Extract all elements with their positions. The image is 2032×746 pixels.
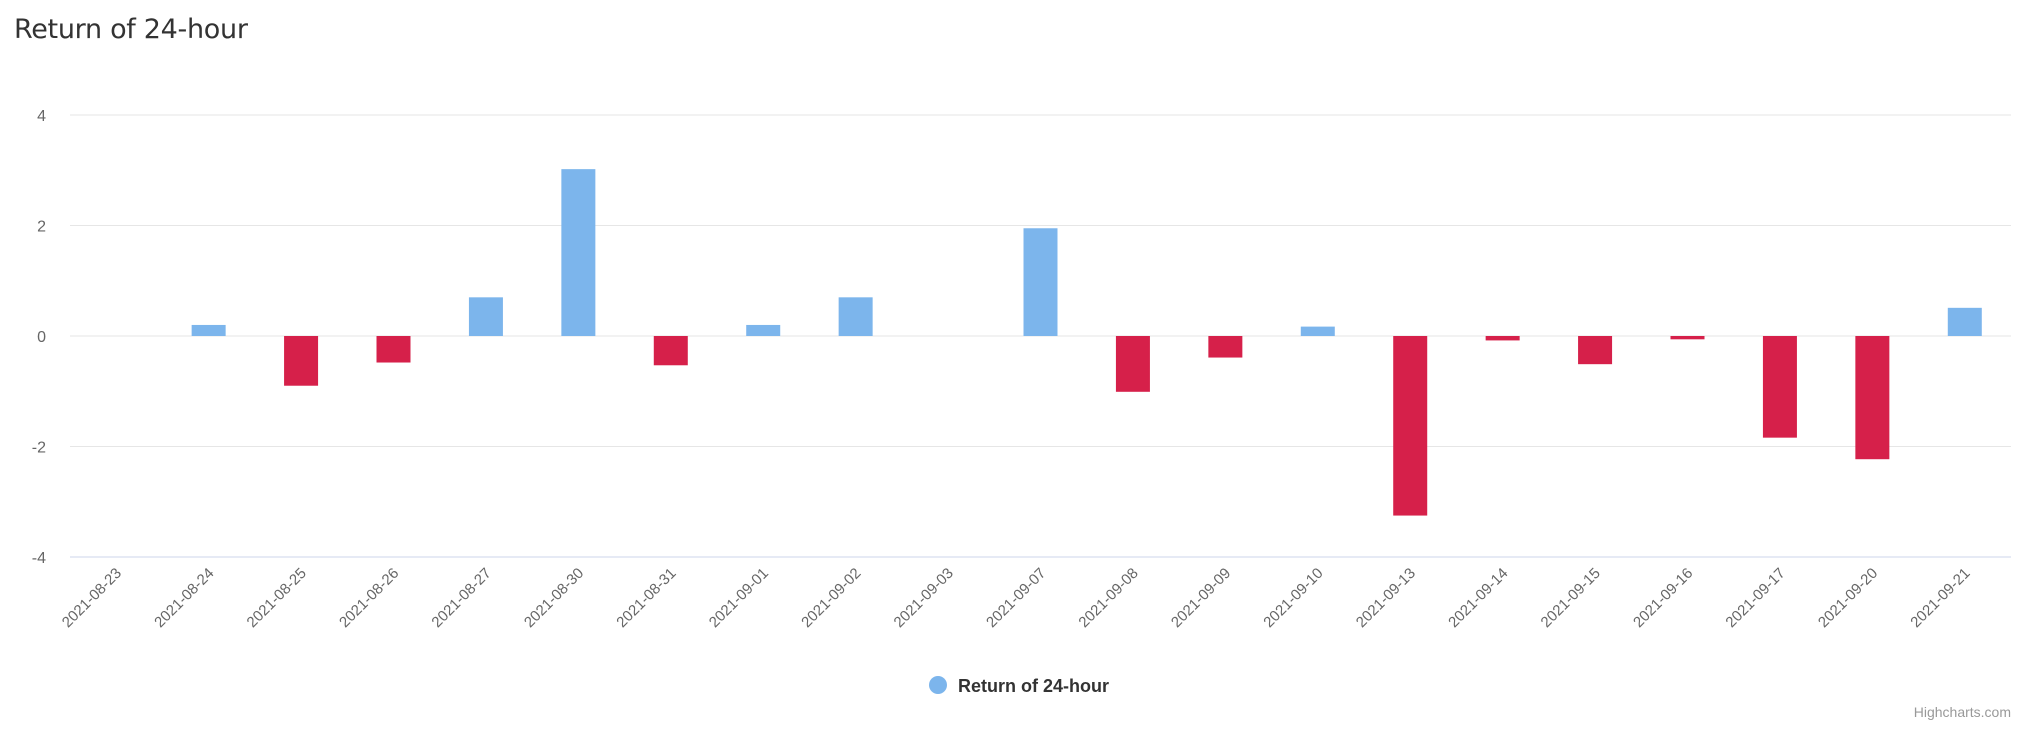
y-axis-labels: -4 -2 0 2 4 [32,108,46,567]
x-tick-label: 2021-08-31 [613,565,679,631]
bar[interactable] [1115,336,1150,392]
bar[interactable] [561,169,596,336]
bar[interactable] [468,297,503,336]
x-tick-label: 2021-09-02 [798,565,864,631]
bars [191,169,1982,516]
bar[interactable] [1023,228,1058,336]
chart-title: Return of 24-hour [14,14,248,45]
x-tick-label: 2021-09-17 [1722,565,1788,631]
credits-link[interactable]: Highcharts.com [1913,704,2011,720]
x-tick-label: 2021-09-10 [1260,565,1326,631]
y-tick-label: -4 [32,550,46,567]
legend-marker[interactable] [929,676,947,694]
x-tick-label: 2021-09-16 [1630,565,1696,631]
bar[interactable] [284,336,319,386]
x-tick-label: 2021-08-26 [336,565,402,631]
y-tick-label: 2 [37,219,46,236]
y-tick-label: -2 [32,440,46,457]
x-tick-label: 2021-09-01 [706,565,772,631]
x-axis-labels: 2021-08-23 2021-08-24 2021-08-25 2021-08-26… [59,565,1974,631]
bar[interactable] [1393,336,1428,516]
x-tick-label: 2021-08-24 [151,565,217,631]
bar[interactable] [746,324,781,336]
legend-label[interactable]: Return of 24-hour [958,676,1109,696]
bar[interactable] [1947,307,1982,336]
x-tick-label: 2021-09-07 [983,565,1049,631]
bar[interactable] [1578,336,1613,365]
bar[interactable] [376,336,411,363]
bar[interactable] [1670,336,1705,340]
legend[interactable]: Return of 24-hour [929,676,1109,696]
x-tick-label: 2021-08-30 [521,565,587,631]
bar[interactable] [653,336,688,366]
x-tick-label: 2021-09-14 [1445,565,1511,631]
x-tick-label: 2021-09-03 [891,565,957,631]
x-tick-label: 2021-09-13 [1353,565,1419,631]
bar[interactable] [1855,336,1890,460]
bar[interactable] [1300,326,1335,336]
y-tick-label: 0 [37,329,46,346]
x-tick-label: 2021-09-21 [1907,565,1973,631]
bar[interactable] [191,324,226,336]
bar[interactable] [1762,336,1797,438]
x-tick-label: 2021-09-20 [1815,565,1881,631]
bar[interactable] [1208,336,1243,358]
x-tick-label: 2021-09-09 [1168,565,1234,631]
bar[interactable] [838,297,873,336]
x-tick-label: 2021-09-15 [1538,565,1604,631]
bar[interactable] [1485,336,1520,341]
x-tick-label: 2021-09-08 [1075,565,1141,631]
y-tick-label: 4 [37,108,46,125]
x-tick-label: 2021-08-27 [428,565,494,631]
x-tick-label: 2021-08-25 [244,565,310,631]
x-tick-label: 2021-08-23 [59,565,125,631]
